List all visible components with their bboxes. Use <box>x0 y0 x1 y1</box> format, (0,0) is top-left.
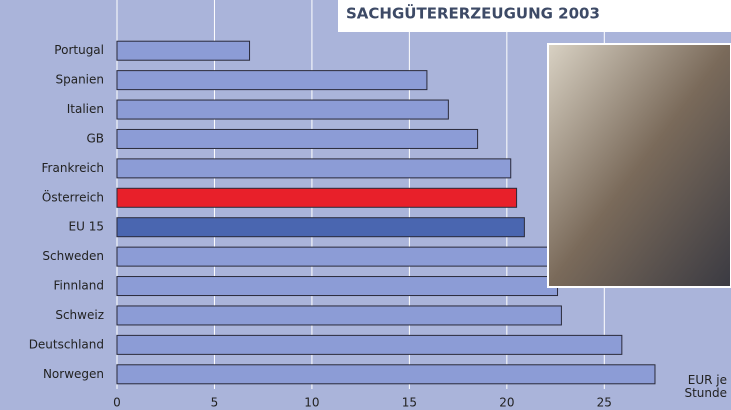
bar <box>116 40 251 61</box>
x-tick-label: 20 <box>499 396 514 410</box>
bar <box>116 246 549 267</box>
y-tick-label: Schweden <box>42 249 104 263</box>
bar <box>116 276 559 297</box>
bar <box>116 158 512 179</box>
x-tick-label: 15 <box>402 396 417 410</box>
y-tick-label: Italien <box>67 102 104 116</box>
photo <box>547 43 731 288</box>
y-tick-label: Portugal <box>54 43 104 57</box>
y-tick-label: Österreich <box>42 188 104 204</box>
bar <box>116 99 449 120</box>
x-axis-label: EUR je Stunde <box>684 373 727 400</box>
y-tick-label: Schweiz <box>55 308 104 322</box>
y-tick-label: Frankreich <box>42 161 104 175</box>
title-box <box>338 0 731 32</box>
y-tick-label: Deutschland <box>29 337 104 351</box>
bar <box>116 217 525 238</box>
y-tick-label: Spanien <box>55 73 104 87</box>
x-tick-label: 25 <box>597 396 612 410</box>
chart-title: SACHGÜTERERZEUGUNG 2003 <box>346 4 600 23</box>
y-tick-label: Finnland <box>54 279 104 293</box>
bar <box>116 305 562 326</box>
x-tick-label: 5 <box>211 396 219 410</box>
bar <box>116 128 479 149</box>
bar <box>116 334 623 355</box>
bar <box>116 187 518 208</box>
y-tick-label: Norwegen <box>43 367 104 381</box>
y-tick-label: EU 15 <box>69 220 104 234</box>
bar <box>116 70 428 91</box>
x-tick-label: 10 <box>304 396 319 410</box>
bar <box>116 364 656 385</box>
x-tick-label: 0 <box>113 396 121 410</box>
y-tick-label: GB <box>86 131 104 145</box>
